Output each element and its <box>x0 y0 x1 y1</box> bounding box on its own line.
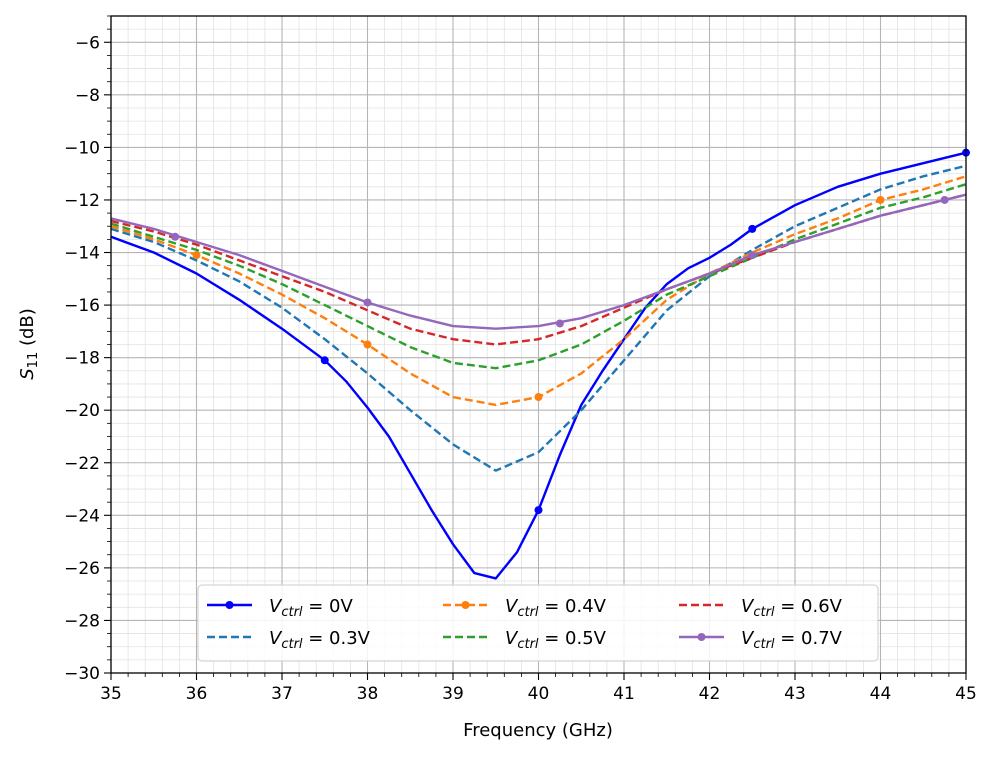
legend-label-0v: Vctrl = 0V <box>269 596 354 620</box>
legend-label-value: = 0.3V <box>303 628 371 649</box>
legend-label-subscript: ctrl <box>753 637 775 652</box>
series-marker-0-7v <box>555 319 564 328</box>
legend-label-value: = 0.4V <box>539 596 607 617</box>
series-line-0-5v <box>110 183 967 370</box>
x-tick-label: 37 <box>271 684 293 704</box>
series-marker-0v <box>534 506 543 515</box>
x-tick-label: 43 <box>784 684 806 704</box>
series-marker-0-7v <box>363 298 372 307</box>
series-marker-0-4v <box>363 340 372 349</box>
x-tick-label: 39 <box>442 684 464 704</box>
y-tick-label: −28 <box>64 611 100 631</box>
series-marker-0-7v <box>171 232 180 241</box>
y-tick-label: −6 <box>75 33 100 53</box>
legend-label-subscript: ctrl <box>517 605 539 620</box>
y-axis: −30 −28 −26 −24 −22 −20 −18 −16 −14 −12 −10 −8 −6 <box>64 15 111 684</box>
y-tick-label: −24 <box>64 506 100 526</box>
legend-label-0-4v: Vctrl = 0.4V <box>505 596 607 620</box>
y-axis-label-unit: (dB) <box>17 308 38 352</box>
series-marker-0v <box>748 224 757 233</box>
y-tick-label: −18 <box>64 349 100 369</box>
legend-label-value: = 0.5V <box>539 628 607 649</box>
y-tick-label: −10 <box>64 138 100 158</box>
y-tick-label: −20 <box>64 401 100 421</box>
legend-label-symbol: V <box>269 628 283 649</box>
legend-label-symbol: V <box>505 596 519 617</box>
series-marker-0-4v <box>534 393 543 402</box>
legend-label-subscript: ctrl <box>281 637 303 652</box>
y-tick-label: −8 <box>75 86 100 106</box>
series-line-0-7v <box>110 193 967 330</box>
x-axis: 35 36 37 38 39 40 41 42 43 44 45 <box>100 673 977 704</box>
legend-label-subscript: ctrl <box>753 605 775 620</box>
series-line-0-3v <box>110 164 967 472</box>
legend-label-0-6v: Vctrl = 0.6V <box>741 596 843 620</box>
legend-label-subscript: ctrl <box>517 637 539 652</box>
legend-label-symbol: V <box>741 596 755 617</box>
legend-marker-0-4v <box>461 601 470 609</box>
series-marker-0-4v <box>876 195 885 204</box>
legend-label-symbol: V <box>741 628 755 649</box>
x-tick-label: 38 <box>357 684 379 704</box>
x-tick-label: 44 <box>870 684 892 704</box>
x-tick-label: 36 <box>186 684 208 704</box>
y-axis-label-symbol: S <box>17 368 38 379</box>
legend-label-0-7v: Vctrl = 0.7V <box>741 628 843 652</box>
legend-label-symbol: V <box>505 628 519 649</box>
series-marker-0-7v <box>748 251 757 260</box>
y-axis-label: S11 (dB) <box>17 308 41 380</box>
y-tick-label: −16 <box>64 296 100 316</box>
series-marker-0-4v <box>192 251 201 260</box>
x-tick-label: 42 <box>699 684 721 704</box>
legend-label-0-3v: Vctrl = 0.3V <box>269 628 371 652</box>
series-line-0-6v <box>110 193 967 346</box>
y-tick-label: −30 <box>64 664 100 684</box>
legend-label-subscript: ctrl <box>281 605 303 620</box>
legend-label-symbol: V <box>269 596 283 617</box>
legend-marker-0-7v <box>697 633 706 641</box>
legend-marker-0v <box>225 601 234 609</box>
series-marker-0-7v <box>940 195 949 204</box>
y-tick-label: −12 <box>64 191 100 211</box>
y-tick-label: −26 <box>64 559 100 579</box>
legend-label-value: = 0V <box>303 596 354 617</box>
legend-label-value: = 0.7V <box>775 628 843 649</box>
y-axis-label-subscript: 11 <box>26 352 41 369</box>
x-tick-label: 40 <box>528 684 550 704</box>
series-layer <box>110 148 970 580</box>
y-tick-label: −22 <box>64 454 100 474</box>
series-marker-0v <box>320 356 329 365</box>
x-tick-label: 45 <box>955 684 977 704</box>
legend-label-0-5v: Vctrl = 0.5V <box>505 628 607 652</box>
y-tick-label: −14 <box>64 244 100 264</box>
x-tick-label: 41 <box>613 684 635 704</box>
legend-label-value: = 0.6V <box>775 596 843 617</box>
x-tick-label: 35 <box>100 684 122 704</box>
x-axis-label: Frequency (GHz) <box>463 720 613 741</box>
